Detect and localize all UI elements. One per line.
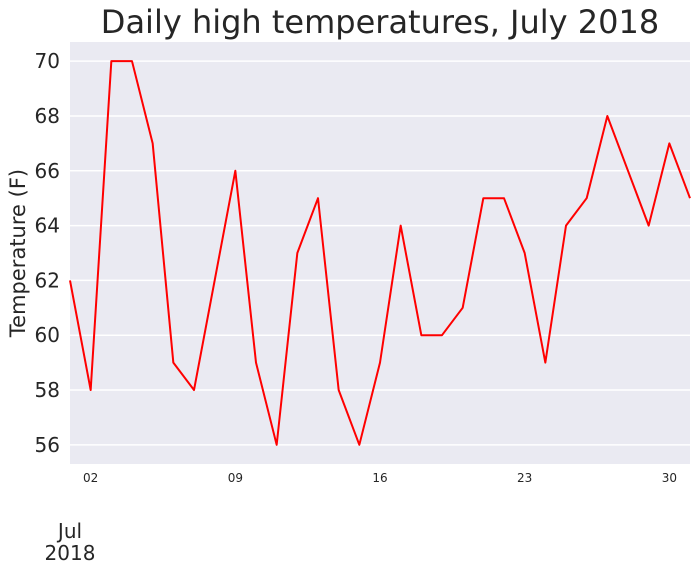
y-tick-label: 56: [35, 433, 60, 457]
x-tick-label: 23: [517, 471, 532, 485]
grid-lines: [70, 60, 690, 446]
x-tick-label: 30: [662, 471, 677, 485]
y-tick-label: 58: [35, 378, 60, 402]
plot-background: [70, 42, 690, 464]
series-line: [69, 60, 691, 446]
y-tick-label: 68: [35, 104, 60, 128]
x-tick-label: 16: [372, 471, 387, 485]
x-major-year-label: 2018: [45, 541, 96, 565]
x-axis-ticks: 02 09 16 23 30: [83, 471, 677, 485]
y-tick-label: 70: [35, 49, 60, 73]
y-tick-label: 62: [35, 268, 60, 292]
y-axis-ticks: 56 58 60 62 64 66 68 70: [35, 49, 60, 457]
y-tick-label: 66: [35, 159, 60, 183]
x-tick-label: 09: [228, 471, 243, 485]
x-major-month-label: Jul: [56, 519, 82, 543]
y-axis-label: Temperature (F): [6, 169, 30, 338]
chart-title: Daily high temperatures, July 2018: [101, 3, 659, 41]
y-tick-label: 64: [35, 214, 60, 238]
y-tick-label: 60: [35, 323, 60, 347]
x-tick-label: 02: [83, 471, 98, 485]
series-lines: [69, 60, 691, 446]
